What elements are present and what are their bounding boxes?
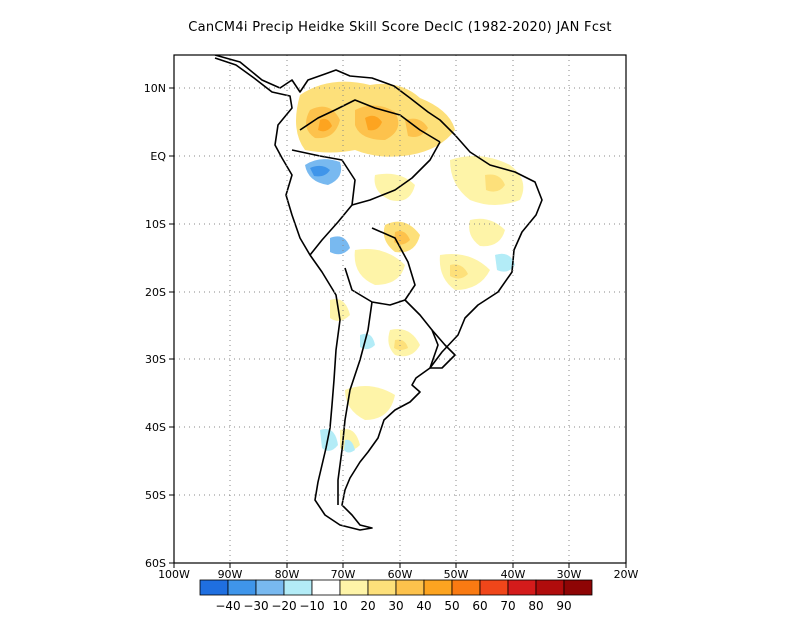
lat-tick-label: 20S [145,286,166,299]
colorbar-label: 40 [416,599,431,613]
negative-skill-area [360,333,375,350]
country-border [430,329,456,369]
colorbar-label: −30 [243,599,268,613]
colorbar-swatch [423,579,453,596]
lon-tick-label: 60W [388,568,413,581]
continent-outline [214,55,543,531]
positive-skill-area [345,386,395,420]
positive-skill-area [469,218,505,247]
country-border [299,99,441,143]
negative-skill-area [344,439,355,453]
colorbar-swatch [339,579,369,596]
colorbar-label: 90 [556,599,571,613]
colorbar-label: −10 [299,599,324,613]
colorbar-swatch [311,579,341,596]
lon-tick-label: 50W [444,568,469,581]
negative-skill-area [495,253,515,272]
colorbar: −40 −30 −20 −10 10 20 30 40 50 60 70 80 90 [199,579,593,613]
colorbar-label: 30 [388,599,403,613]
country-border [291,149,356,256]
latitude-labels: 10N EQ 10S 20S 30S 40S 50S 60S [144,82,167,570]
positive-skill-area [485,174,505,192]
positive-skill-area [394,339,408,350]
lat-tick-label: 30S [145,353,166,366]
lat-tick-label: EQ [150,150,166,163]
colorbar-label: −20 [271,599,296,613]
country-border [337,301,373,505]
colorbar-swatch [283,579,313,596]
colorbar-swatch [535,579,565,596]
lon-tick-label: 100W [158,568,190,581]
lon-tick-label: 80W [275,568,300,581]
colorbar-label: 60 [472,599,487,613]
positive-skill-area [450,264,468,279]
colorbar-label: 20 [360,599,375,613]
skill-score-shading [296,81,524,453]
colorbar-swatch [395,579,425,596]
country-border [351,141,441,206]
colorbar-label: 70 [500,599,515,613]
chart-title: CanCM4i Precip Heidke Skill Score DeclC … [188,20,612,35]
colorbar-label: 80 [528,599,543,613]
lon-tick-label: 40W [501,568,526,581]
colorbar-swatch [227,579,257,596]
positive-skill-area [365,115,382,131]
colorbar-swatch [367,579,397,596]
positive-skill-area [394,231,410,245]
negative-skill-area [330,236,350,255]
longitude-labels: 100W 90W 80W 70W 60W 50W 40W 30W 20W [158,568,638,581]
positive-skill-area [374,173,415,201]
lat-tick-label: 10S [145,218,166,231]
colorbar-swatch [255,579,285,596]
colorbar-label: 50 [444,599,459,613]
colorbar-swatch [507,579,537,596]
colorbar-label: 10 [332,599,347,613]
colorbar-swatch [563,579,593,596]
negative-skill-area [320,429,338,451]
lon-tick-label: 70W [331,568,356,581]
lat-tick-label: 40S [145,421,166,434]
gridlines [174,55,626,563]
colorbar-swatch [199,579,229,596]
positive-skill-area [318,118,332,132]
colorbar-label: −40 [215,599,240,613]
lat-tick-label: 60S [145,557,166,570]
colorbar-swatch [479,579,509,596]
lat-tick-label: 10N [144,82,166,95]
negative-skill-area [310,165,330,177]
lon-tick-label: 30W [557,568,582,581]
colorbar-swatch [451,579,481,596]
lat-tick-label: 50S [145,489,166,502]
positive-skill-area [330,299,350,321]
axis-ticks [169,87,627,568]
lon-tick-label: 90W [218,568,243,581]
coastline [214,55,543,531]
positive-skill-area [354,249,405,285]
lon-tick-label: 20W [614,568,639,581]
